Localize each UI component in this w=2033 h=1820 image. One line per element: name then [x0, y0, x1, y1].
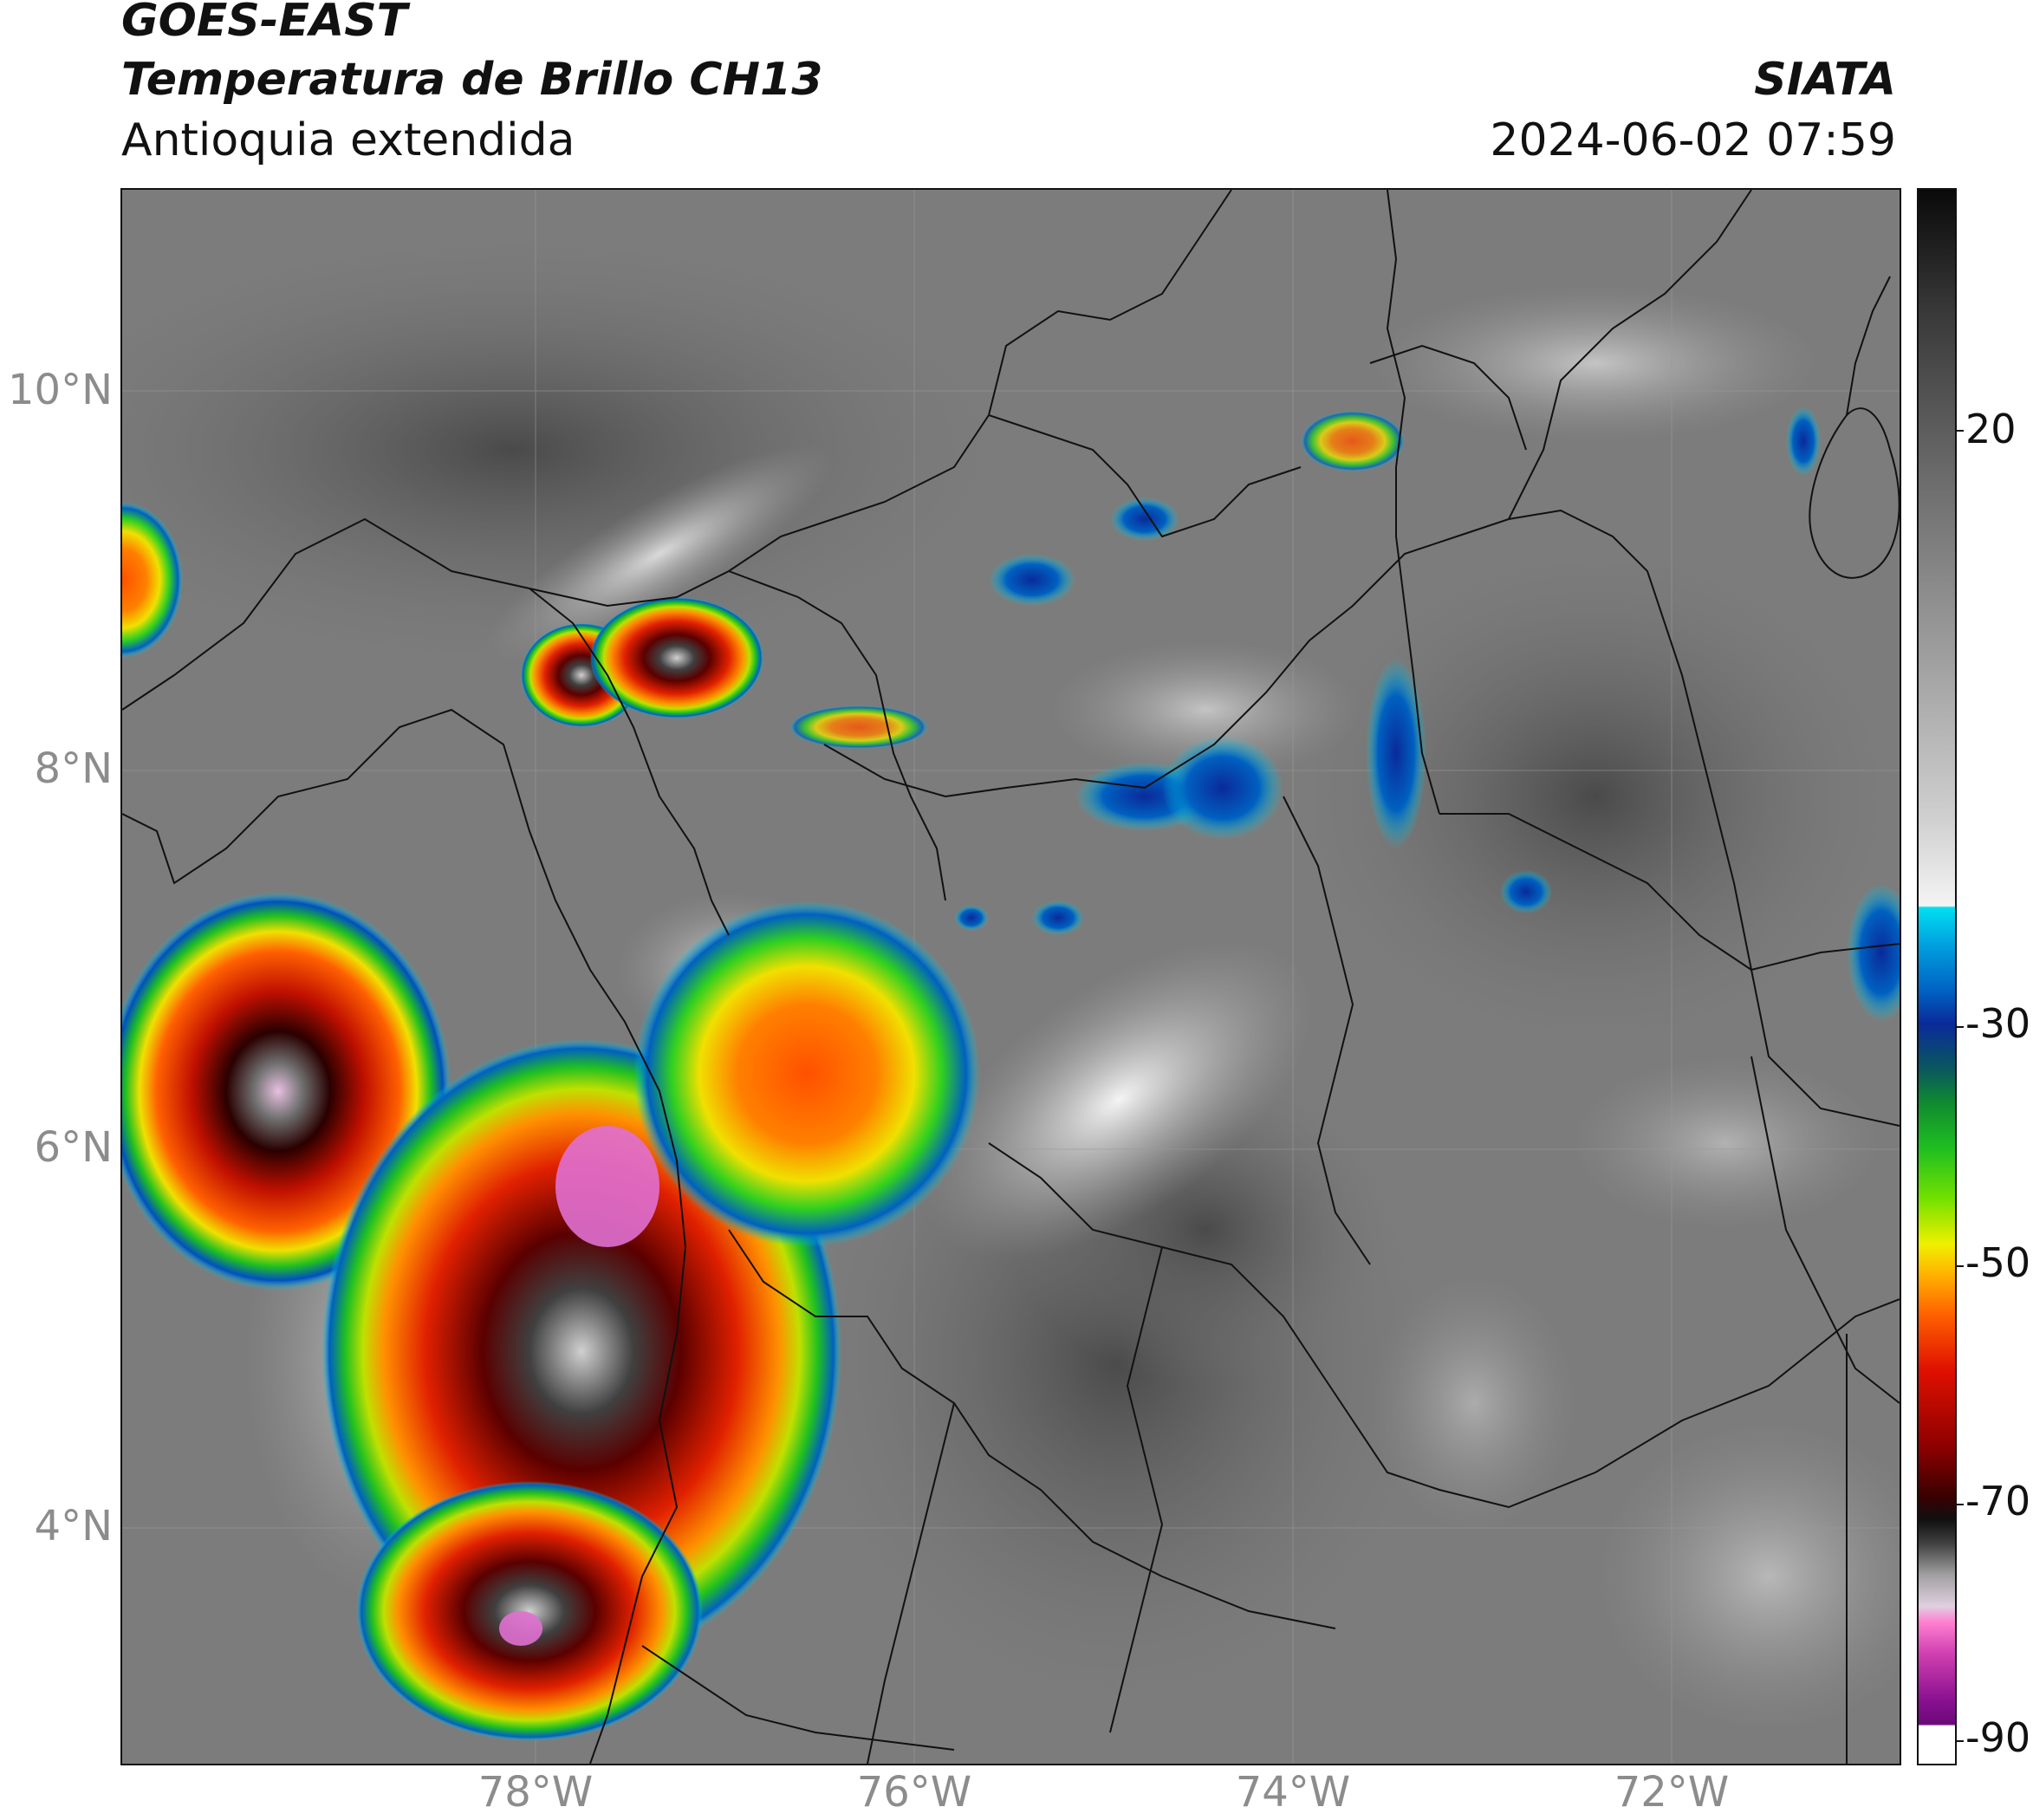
lon-label-74w: 74°W [1235, 1768, 1351, 1817]
lon-label-72w: 72°W [1614, 1768, 1730, 1817]
lon-label-78w: 78°W [477, 1768, 594, 1817]
colorbar-label-minus70: -70 [1965, 1478, 2031, 1524]
lat-label-10n: 10°N [8, 366, 113, 414]
temperature-colorbar [1917, 188, 1957, 1765]
colorbar-label-20: 20 [1965, 406, 2017, 452]
lat-label-8n: 8°N [34, 744, 113, 793]
satellite-title: GOES-EAST [121, 0, 408, 47]
colorbar-tick-minus50 [1955, 1265, 1964, 1267]
lon-label-76w: 76°W [856, 1768, 972, 1817]
satellite-map[interactable] [120, 188, 1901, 1765]
agency-label: SIATA [1754, 54, 1896, 106]
colorbar-label-minus30: -30 [1965, 1000, 2031, 1047]
datetime-label: 2024-06-02 07:59 [1490, 114, 1896, 166]
lat-label-6n: 6°N [34, 1123, 113, 1172]
colorbar-tick-20 [1955, 430, 1964, 432]
colorbar-tick-minus30 [1955, 1026, 1964, 1028]
product-title: Temperatura de Brillo CH13 [121, 54, 823, 106]
colorbar-label-minus50: -50 [1965, 1239, 2031, 1286]
colorbar-tick-minus90 [1955, 1740, 1964, 1742]
region-subtitle: Antioquia extendida [121, 114, 575, 166]
colorbar-label-minus90: -90 [1965, 1714, 2031, 1761]
lat-label-4n: 4°N [34, 1502, 113, 1550]
colorbar-tick-minus70 [1955, 1504, 1964, 1505]
